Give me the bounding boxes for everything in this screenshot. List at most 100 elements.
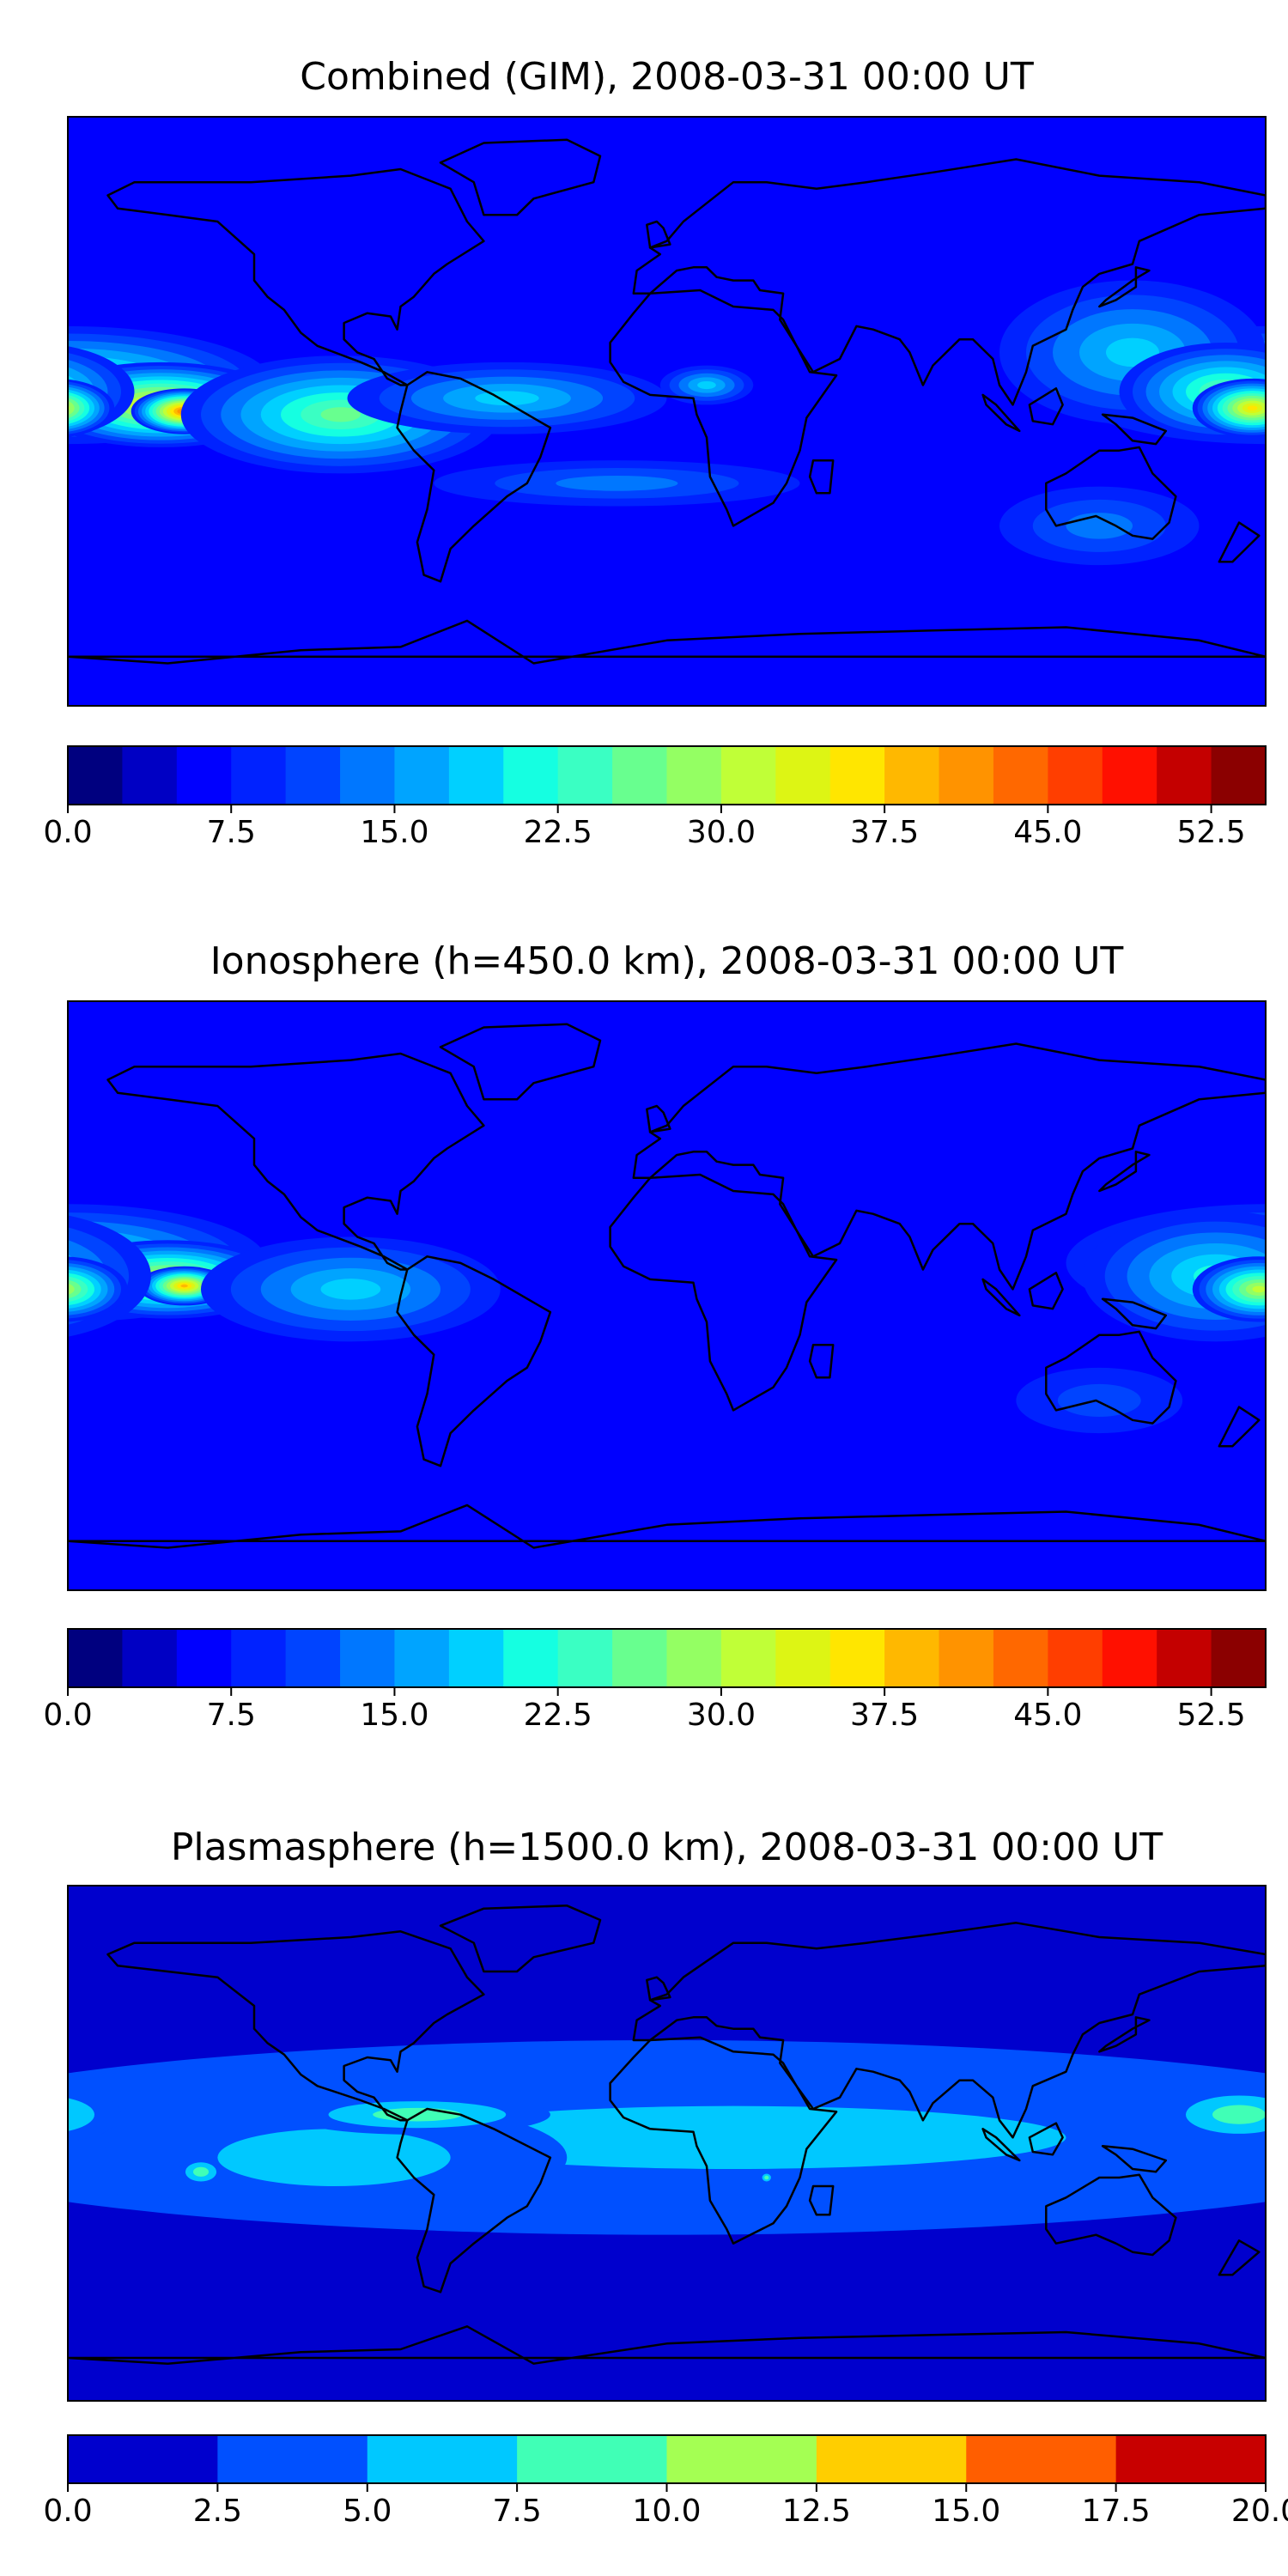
coastline-northAmerica <box>106 1052 485 1271</box>
coastline-madagascar <box>808 2184 835 2216</box>
colorbar-swatch <box>1211 1629 1267 1687</box>
colorbar-swatch <box>394 1629 450 1687</box>
colorbar-swatch <box>68 1629 124 1687</box>
coastline-africa <box>609 289 838 527</box>
contour-band <box>1247 405 1258 411</box>
coastline-newZealand <box>1218 1406 1261 1448</box>
coastline-uk <box>646 220 671 249</box>
colorbar-swatch <box>939 746 994 805</box>
chart-title: Ionosphere (h=450.0 km), 2008-03-31 00:0… <box>210 939 1124 983</box>
colorbar-swatch <box>939 1629 994 1687</box>
coastline-eurasia <box>632 1922 1266 2139</box>
coastline-sumatra <box>981 393 1021 433</box>
coastline-borneo <box>1028 387 1064 426</box>
colorbar-tick-label: 52.5 <box>1177 815 1246 850</box>
contour-band <box>55 1286 69 1293</box>
colorbar-tick-label: 12.5 <box>782 2494 851 2529</box>
coastline-newZealand <box>1218 521 1261 563</box>
contour-band <box>68 1283 75 1295</box>
contour-band <box>192 2166 210 2177</box>
colorbar-swatch <box>829 746 885 805</box>
coastline-borneo <box>1028 2122 1064 2156</box>
colorbar-swatch <box>217 2435 368 2483</box>
coastline-newGuinea <box>1101 1297 1168 1330</box>
colorbar-swatch <box>612 1629 668 1687</box>
colorbar-swatch <box>966 2435 1117 2483</box>
contour-band <box>68 404 70 412</box>
coastline-greenland <box>439 138 602 216</box>
coastline-eurasia <box>632 1042 1266 1291</box>
map-area <box>55 1001 1266 1590</box>
contour-band <box>320 1279 381 1300</box>
colorbar-swatch <box>176 746 232 805</box>
map-frame <box>67 1000 1267 1591</box>
colorbar-tick-label: 20.0 <box>1231 2494 1288 2529</box>
colorbar-swatch <box>68 746 124 805</box>
contour-band <box>1252 1285 1266 1293</box>
panel-3: Plasmasphere (h=1500.0 km), 2008-03-31 0… <box>15 1826 1288 2529</box>
contour-band <box>1264 398 1266 411</box>
colorbar-swatch <box>775 1629 831 1687</box>
coastline-greenland <box>439 1905 602 1973</box>
colorbar: 0.0 2.5 5.0 7.5 10.0 12.5 15.0 17.5 20.0 <box>43 2434 1288 2529</box>
coastline-eurasia <box>632 158 1266 406</box>
colorbar-swatch <box>503 1629 559 1687</box>
colorbar-swatch <box>122 1629 178 1687</box>
coastline-africa <box>609 1173 838 1412</box>
coastline-sumatra <box>981 2128 1021 2162</box>
contour-band <box>68 400 75 416</box>
colorbar-tick-label: 0.0 <box>43 2494 92 2529</box>
coastline-greenland <box>439 1023 602 1101</box>
coastline-madagascar <box>808 459 835 495</box>
colorbar-tick-label: 30.0 <box>687 815 756 850</box>
colorbar-swatch <box>394 746 450 805</box>
colorbar-tick-label: 45.0 <box>1013 815 1082 850</box>
coastline-newZealand <box>1218 2239 1261 2276</box>
contour-band <box>15 2105 68 2124</box>
colorbar-tick-label: 45.0 <box>1013 1698 1082 1733</box>
colorbar-tick-label: 30.0 <box>687 1698 756 1733</box>
colorbar-swatch <box>231 1629 287 1687</box>
colorbar-swatch <box>993 746 1048 805</box>
colorbar-swatch <box>1211 746 1267 805</box>
colorbar-tick-label: 7.5 <box>207 1698 256 1733</box>
colorbar-tick-label: 7.5 <box>207 815 256 850</box>
coastline-uk <box>646 1976 671 2002</box>
colorbar-swatch <box>816 2435 967 2483</box>
contour-band <box>1266 2075 1288 2201</box>
colorbar-swatch <box>176 1629 232 1687</box>
colorbar-swatch <box>122 746 178 805</box>
contour-band <box>45 403 64 412</box>
colorbar-swatch <box>285 746 341 805</box>
coastline-australia <box>1045 446 1177 540</box>
map-area <box>45 117 1266 706</box>
colorbar-tick-label: 22.5 <box>524 815 592 850</box>
colorbar-tick-label: 17.5 <box>1082 2494 1151 2529</box>
colorbar-frame <box>67 745 1267 805</box>
colorbar: 0.0 7.5 15.0 22.5 30.0 37.5 45.0 52.5 <box>43 1628 1267 1733</box>
colorbar-swatch <box>1048 746 1103 805</box>
colorbar-swatch <box>666 1629 722 1687</box>
map-frame <box>67 1885 1267 2402</box>
colorbar-swatch <box>448 1629 504 1687</box>
coastline-northAmerica <box>106 167 485 386</box>
colorbar-swatch <box>68 2435 218 2483</box>
colorbar-swatch <box>720 746 776 805</box>
coastline-southAmerica <box>396 2107 552 2293</box>
coastline-australia <box>1045 1330 1177 1425</box>
coastline-uk <box>646 1104 671 1133</box>
colorbar-swatch <box>340 746 396 805</box>
contour-band <box>217 2129 451 2187</box>
coastline-southAmerica <box>396 1255 552 1467</box>
map-area <box>15 1886 1288 2401</box>
coastline-newGuinea <box>1101 413 1168 446</box>
colorbar-swatch <box>517 2435 668 2483</box>
colorbar-tick-label: 37.5 <box>850 815 919 850</box>
colorbar-tick-label: 0.0 <box>43 1698 92 1733</box>
colorbar-swatch <box>720 1629 776 1687</box>
colorbar-swatch <box>829 1629 885 1687</box>
colorbar-tick-label: 15.0 <box>360 815 428 850</box>
colorbar-swatch <box>448 746 504 805</box>
colorbar-swatch <box>1048 1629 1103 1687</box>
colorbar-swatch <box>557 1629 613 1687</box>
